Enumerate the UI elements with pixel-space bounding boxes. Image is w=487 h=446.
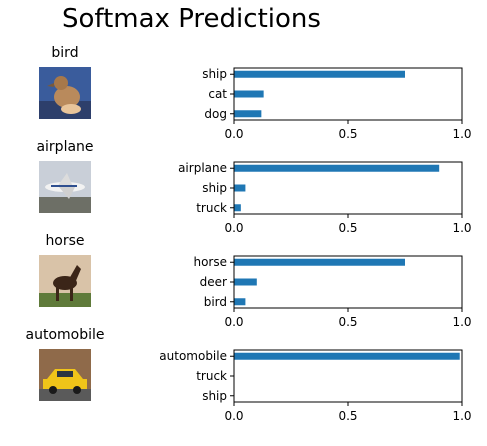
- category-label-0-0: ship: [202, 67, 227, 81]
- horse-photo-icon: [39, 255, 91, 307]
- category-label-1-2: truck: [196, 201, 227, 215]
- xtick-label-2-1: 0.5: [338, 315, 357, 329]
- xtick-label-3-2: 1.0: [452, 409, 471, 423]
- bar-1-truck: [234, 204, 241, 212]
- category-label-3-1: truck: [196, 369, 227, 383]
- xtick-label-0-2: 1.0: [452, 127, 471, 141]
- xtick-label-1-2: 1.0: [452, 221, 471, 235]
- sample-label-horse: horse: [45, 233, 85, 249]
- category-label-2-2: bird: [204, 295, 227, 309]
- category-label-3-0: automobile: [159, 349, 227, 363]
- category-label-1-1: ship: [202, 181, 227, 195]
- xtick-label-1-1: 0.5: [338, 221, 357, 235]
- bar-0-ship: [234, 70, 405, 78]
- bar-3-automobile: [234, 352, 460, 360]
- sample-label-airplane: airplane: [36, 139, 94, 155]
- airplane-photo-icon: [39, 161, 91, 213]
- bar-0-dog: [234, 110, 262, 118]
- bar-0-cat: [234, 90, 264, 98]
- bar-2-bird: [234, 298, 246, 306]
- bird-photo-icon: [39, 67, 91, 119]
- xtick-label-2-2: 1.0: [452, 315, 471, 329]
- taxi-photo-icon: [39, 349, 91, 401]
- category-label-2-1: deer: [200, 275, 227, 289]
- xtick-label-0-0: 0.0: [224, 127, 243, 141]
- category-label-2-0: horse: [193, 255, 227, 269]
- category-label-1-0: airplane: [178, 161, 227, 175]
- category-label-3-2: ship: [202, 389, 227, 403]
- category-label-0-1: cat: [208, 87, 227, 101]
- xtick-label-2-0: 0.0: [224, 315, 243, 329]
- bar-1-airplane: [234, 164, 440, 172]
- bar-2-deer: [234, 278, 257, 286]
- bar-2-horse: [234, 258, 405, 266]
- sample-label-automobile: automobile: [25, 327, 105, 343]
- xtick-label-1-0: 0.0: [224, 221, 243, 235]
- xtick-label-3-0: 0.0: [224, 409, 243, 423]
- xtick-label-0-1: 0.5: [338, 127, 357, 141]
- sample-label-bird: bird: [51, 45, 79, 61]
- bar-1-ship: [234, 184, 246, 192]
- category-label-0-2: dog: [204, 107, 227, 121]
- figure-title: Softmax Predictions: [62, 4, 321, 34]
- xtick-label-3-1: 0.5: [338, 409, 357, 423]
